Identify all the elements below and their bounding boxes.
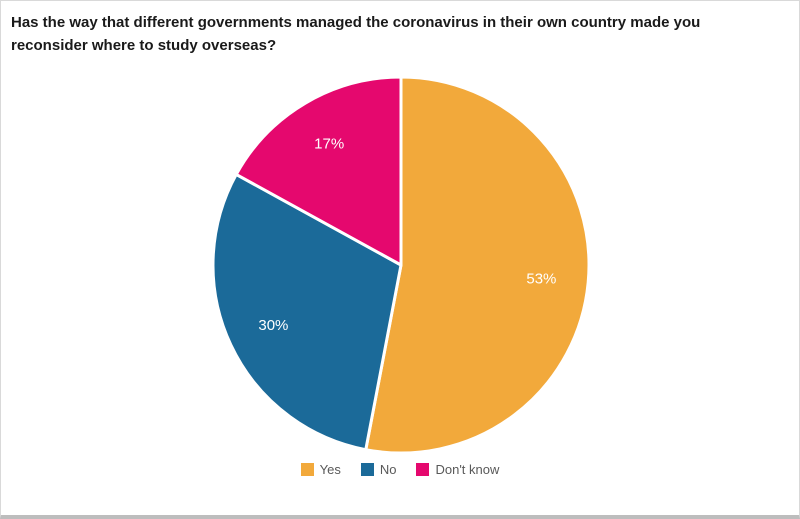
legend-item-no: No bbox=[360, 461, 397, 477]
pie-slice-yes bbox=[364, 75, 591, 454]
pie-slice-no bbox=[211, 172, 403, 451]
legend-label-yes: Yes bbox=[319, 461, 341, 477]
legend-item-yes: Yes bbox=[300, 461, 341, 477]
legend-label-don-t-know: Don't know bbox=[435, 461, 500, 477]
legend-label-no: No bbox=[379, 461, 397, 477]
chart-header: Has the way that different governments m… bbox=[1, 1, 771, 58]
legend-swatch-don-t-know bbox=[416, 462, 430, 476]
legend: Yes No Don't know bbox=[1, 462, 799, 477]
legend-swatch-no bbox=[360, 462, 374, 476]
pie-slice-value-don-t-know: 17% bbox=[314, 135, 344, 152]
legend-swatch-yes bbox=[300, 462, 314, 476]
chart-title: Has the way that different governments m… bbox=[11, 14, 701, 55]
pie-slice-value-yes: 53% bbox=[526, 270, 556, 287]
chart-area: 53% 30% 17% bbox=[1, 60, 799, 460]
pie-slice-don-t-know bbox=[234, 75, 403, 266]
pie-chart: 53% 30% 17% bbox=[211, 75, 591, 454]
legend-item-don-t-know: Don't know bbox=[416, 462, 499, 477]
pie-slice-value-no: 30% bbox=[258, 317, 288, 334]
